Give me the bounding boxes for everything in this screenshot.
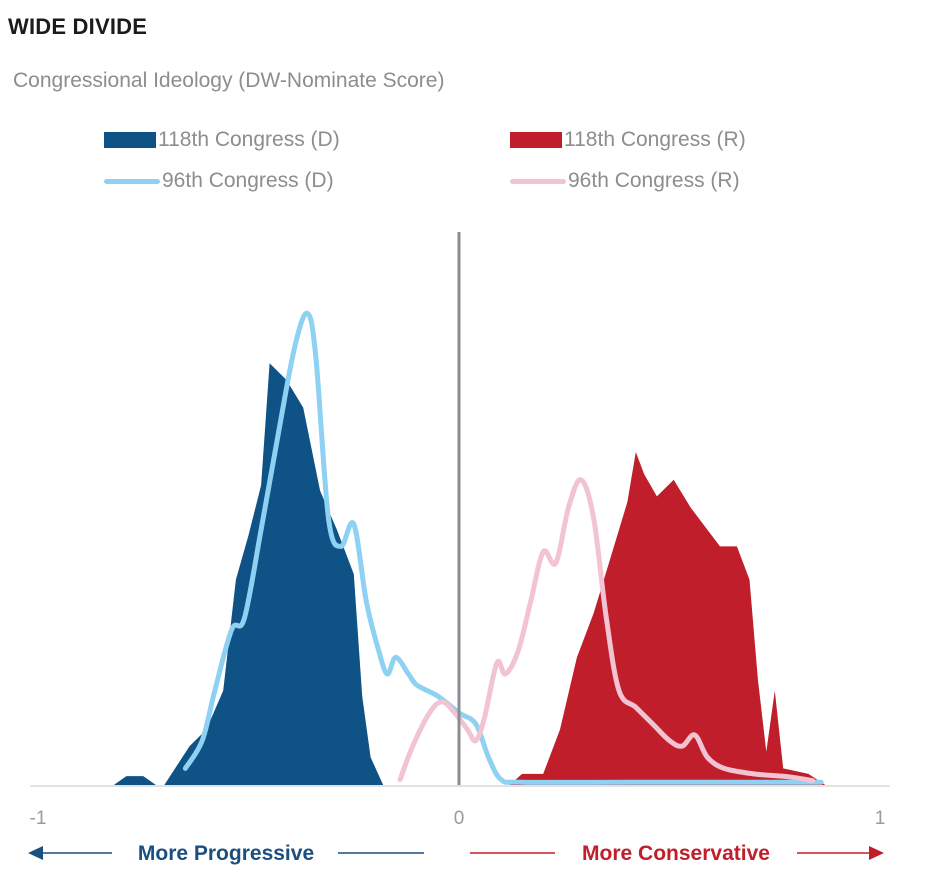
x-tick-label: 0 xyxy=(454,808,465,829)
progressive-arrow-head xyxy=(28,846,43,860)
area-118th-congress-d xyxy=(113,363,384,785)
conservative-arrow: More Conservative xyxy=(470,838,884,868)
progressive-arrow: More Progressive xyxy=(28,838,424,868)
area-118th-congress-r xyxy=(509,452,826,785)
legend-label-96-d: 96th Congress (D) xyxy=(162,169,334,192)
legend-item-118-d: 118th Congress (D) xyxy=(104,128,340,152)
chart-title: WIDE DIVIDE xyxy=(8,14,148,39)
legend-label-118-d: 118th Congress (D) xyxy=(158,128,340,151)
legend-item-96-d: 96th Congress (D) xyxy=(104,169,334,193)
progressive-label: More Progressive xyxy=(138,842,314,865)
x-tick-label: 1 xyxy=(875,808,886,829)
legend-swatch-96-d xyxy=(104,178,160,184)
conservative-arrow-head xyxy=(869,846,884,860)
legend-label-118-r: 118th Congress (R) xyxy=(564,128,746,151)
line-96th-congress-r xyxy=(397,477,816,784)
legend-label-96-r: 96th Congress (R) xyxy=(568,169,740,192)
legend-item-96-r: 96th Congress (R) xyxy=(510,169,740,193)
conservative-label: More Conservative xyxy=(582,842,770,865)
x-tick-label: -1 xyxy=(30,808,47,829)
legend-swatch-118-d xyxy=(104,132,156,148)
chart-subtitle: Congressional Ideology (DW-Nominate Scor… xyxy=(13,69,445,92)
line-96th-congress-d xyxy=(182,310,824,785)
legend-item-118-r: 118th Congress (R) xyxy=(510,128,746,152)
series-layer xyxy=(113,310,826,785)
legend-swatch-118-r xyxy=(510,132,562,148)
legend-swatch-96-r xyxy=(510,178,566,184)
